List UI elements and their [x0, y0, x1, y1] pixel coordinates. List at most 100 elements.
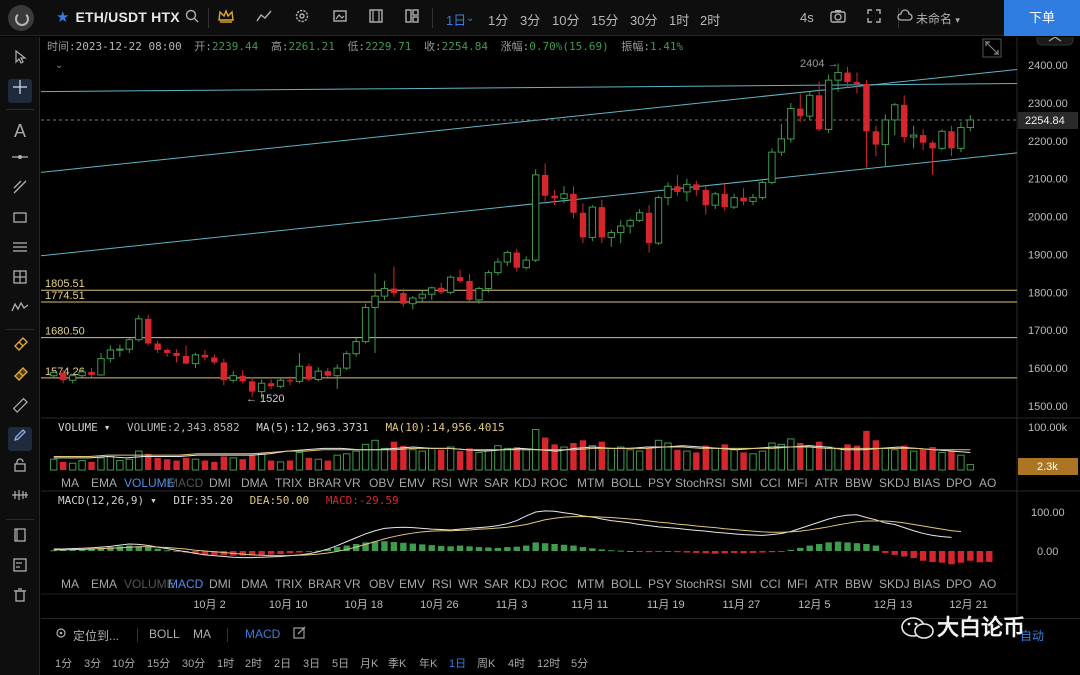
indicator-tab-macd[interactable]: MACD	[168, 577, 204, 591]
timeframe-1m[interactable]: 1分	[488, 13, 509, 28]
indicator-tab-smi[interactable]: SMI	[731, 577, 752, 591]
collapse-chevron-icon[interactable]: ⌄	[55, 60, 63, 71]
period-option[interactable]: 2时	[245, 658, 263, 670]
indicator-chart-icon[interactable]	[254, 8, 274, 28]
period-option[interactable]: 周K	[477, 658, 496, 670]
indicator-tab-bias[interactable]: BIAS	[913, 476, 940, 490]
cloud-icon[interactable]	[895, 8, 915, 28]
indicator-tab-ao[interactable]: AO	[979, 476, 996, 490]
settings-gear-icon[interactable]	[292, 8, 312, 28]
timeframe-15m[interactable]: 15分	[591, 13, 619, 28]
chart-area[interactable]: 1805.51 1774.51 1680.50 1574.26 2400.00 2300…	[40, 32, 1080, 615]
main-indicator-boll[interactable]: BOLL	[149, 627, 180, 641]
chevron-down-icon[interactable]: ▾	[104, 421, 111, 434]
indicator-tab-mtm[interactable]: MTM	[577, 476, 604, 490]
timeframe-3m[interactable]: 3分	[520, 13, 541, 28]
indicator-tab-roc[interactable]: ROC	[541, 577, 568, 591]
period-option[interactable]: 3日	[303, 658, 321, 670]
indicator-tab-obv[interactable]: OBV	[369, 577, 394, 591]
indicator-tab-roc[interactable]: ROC	[541, 476, 568, 490]
indicator-tab-volume[interactable]: VOLUME	[124, 577, 175, 591]
period-option[interactable]: 1日	[449, 658, 467, 670]
indicator-tab-skdj[interactable]: SKDJ	[879, 577, 910, 591]
favorite-star-icon[interactable]: ★	[56, 9, 70, 26]
indicator-tab-dpo[interactable]: DPO	[946, 577, 972, 591]
indicator-tab-ma[interactable]: MA	[61, 577, 79, 591]
period-option[interactable]: 3分	[84, 658, 102, 670]
indicator-tab-atr[interactable]: ATR	[815, 577, 838, 591]
indicator-tab-dpo[interactable]: DPO	[946, 476, 972, 490]
order-button[interactable]: 下单	[1004, 0, 1080, 36]
crown-icon[interactable]	[216, 8, 236, 28]
indicator-tab-bbw[interactable]: BBW	[845, 577, 873, 591]
main-indicator-ma[interactable]: MA	[193, 627, 211, 641]
ruler-icon[interactable]	[8, 397, 32, 421]
edit-list-icon[interactable]	[8, 557, 32, 581]
indicator-tab-rsi[interactable]: RSI	[432, 476, 452, 490]
expand-pane-icon[interactable]	[982, 38, 1002, 58]
chevron-down-icon[interactable]: ⌄	[466, 13, 475, 24]
indicator-tab-boll[interactable]: BOLL	[611, 476, 642, 490]
strong-magnet-icon[interactable]	[8, 367, 32, 391]
indicator-tab-bbw[interactable]: BBW	[845, 476, 873, 490]
indicator-tab-mtm[interactable]: MTM	[577, 577, 604, 591]
indicator-tab-ema[interactable]: EMA	[91, 476, 117, 490]
indicator-tab-dmi[interactable]: DMI	[209, 476, 231, 490]
indicator-tab-mfi[interactable]: MFI	[787, 577, 808, 591]
indicator-tab-cci[interactable]: CCI	[760, 577, 781, 591]
trash-icon[interactable]	[8, 587, 32, 611]
sub-indicator-macd[interactable]: MACD	[245, 627, 281, 641]
fullscreen-icon[interactable]	[864, 8, 884, 28]
image-icon[interactable]	[330, 8, 350, 28]
indicator-tab-wr[interactable]: WR	[458, 476, 478, 490]
indicator-tab-stochrsi[interactable]: StochRSI	[675, 577, 726, 591]
indicator-tab-kdj[interactable]: KDJ	[514, 577, 537, 591]
period-option[interactable]: 季K	[388, 658, 407, 670]
indicator-tab-kdj[interactable]: KDJ	[514, 476, 537, 490]
wave-pattern-icon[interactable]	[8, 299, 32, 323]
indicator-tab-volume[interactable]: VOLUME	[124, 476, 175, 490]
period-option[interactable]: 2日	[274, 658, 292, 670]
indicator-tab-wr[interactable]: WR	[458, 577, 478, 591]
indicator-tab-dma[interactable]: DMA	[241, 476, 268, 490]
timeframe-1h[interactable]: 1时	[669, 13, 690, 28]
indicator-tab-ema[interactable]: EMA	[91, 577, 117, 591]
indicator-tab-obv[interactable]: OBV	[369, 476, 394, 490]
edit-indicator-icon[interactable]	[293, 626, 306, 642]
timeframe-10m[interactable]: 10分	[552, 13, 580, 28]
indicator-tab-brar[interactable]: BRAR	[308, 577, 342, 591]
bookmark-icon[interactable]	[8, 527, 32, 551]
indicator-tab-vr[interactable]: VR	[344, 476, 361, 490]
horizontal-line-icon[interactable]	[8, 149, 32, 173]
indicator-tab-vr[interactable]: VR	[344, 577, 361, 591]
indicator-tab-ma[interactable]: MA	[61, 476, 79, 490]
hide-drawings-icon[interactable]	[8, 487, 32, 511]
chevron-down-icon[interactable]: ▾	[150, 494, 157, 507]
period-option[interactable]: 15分	[147, 658, 171, 670]
period-option[interactable]: 5日	[332, 658, 350, 670]
period-option[interactable]: 10分	[112, 658, 136, 670]
cursor-arrow-icon[interactable]	[8, 49, 32, 73]
lock-icon[interactable]	[8, 457, 32, 481]
indicator-tab-emv[interactable]: EMV	[399, 476, 425, 490]
indicator-tab-mfi[interactable]: MFI	[787, 476, 808, 490]
period-option[interactable]: 年K	[419, 658, 438, 670]
period-option[interactable]: 30分	[182, 658, 206, 670]
grid-measure-icon[interactable]	[8, 269, 32, 293]
timeframe-30m[interactable]: 30分	[630, 13, 658, 28]
period-option[interactable]: 月K	[360, 658, 379, 670]
magnet-icon[interactable]	[8, 337, 32, 361]
parallel-lines-icon[interactable]	[8, 239, 32, 263]
text-tool-icon[interactable]: A	[13, 121, 26, 141]
period-option[interactable]: 1分	[55, 658, 73, 670]
layout-icon[interactable]	[402, 8, 422, 28]
indicator-tab-emv[interactable]: EMV	[399, 577, 425, 591]
indicator-tab-boll[interactable]: BOLL	[611, 577, 642, 591]
indicator-tab-stochrsi[interactable]: StochRSI	[675, 476, 726, 490]
indicator-tab-trix[interactable]: TRIX	[275, 577, 302, 591]
templates-icon[interactable]	[366, 8, 386, 28]
indicator-tab-rsi[interactable]: RSI	[432, 577, 452, 591]
period-option[interactable]: 4时	[508, 658, 526, 670]
locate-to-button[interactable]: 定位到...	[73, 629, 120, 643]
indicator-tab-trix[interactable]: TRIX	[275, 476, 302, 490]
